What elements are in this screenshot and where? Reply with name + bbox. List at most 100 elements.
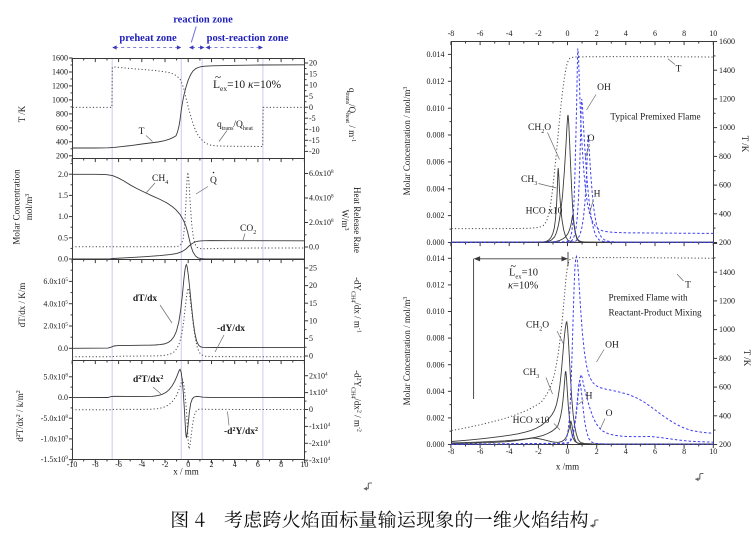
svg-text:200: 200 xyxy=(719,440,731,449)
svg-text:1000: 1000 xyxy=(719,123,735,132)
svg-text:0.002: 0.002 xyxy=(427,211,445,220)
svg-text:-20: -20 xyxy=(309,147,320,156)
svg-text:0.0: 0.0 xyxy=(58,344,68,353)
svg-text:1600: 1600 xyxy=(52,54,68,63)
svg-text:1000: 1000 xyxy=(719,325,735,334)
svg-text:0: 0 xyxy=(186,460,190,469)
svg-text:x / mm: x / mm xyxy=(173,467,199,477)
svg-text:1x104: 1x104 xyxy=(309,388,328,397)
svg-text:-5.0x108: -5.0x108 xyxy=(41,414,69,423)
svg-text:-6: -6 xyxy=(477,447,484,456)
svg-text:dT/dx: dT/dx xyxy=(133,294,158,304)
svg-text:6.0x108: 6.0x108 xyxy=(309,169,334,178)
svg-text:-10: -10 xyxy=(309,125,320,134)
svg-text:d2T/dx2: d2T/dx2 xyxy=(133,375,163,385)
svg-text:6: 6 xyxy=(256,460,260,469)
svg-text:T /K: T /K xyxy=(17,105,27,122)
svg-text:1600: 1600 xyxy=(719,37,735,46)
svg-text:25: 25 xyxy=(309,264,317,273)
svg-text:-dYCH4/dx / m-1: -dYCH4/dx / m-1 xyxy=(350,277,363,333)
svg-text:6.0x105: 6.0x105 xyxy=(43,277,68,286)
svg-text:-3x104: -3x104 xyxy=(309,456,331,465)
svg-text:5: 5 xyxy=(309,334,313,343)
svg-text:post-reaction zone: post-reaction zone xyxy=(207,33,289,44)
svg-text:1.0: 1.0 xyxy=(58,212,68,221)
svg-text:W/m3: W/m3 xyxy=(340,210,350,231)
svg-text:2: 2 xyxy=(595,447,599,456)
svg-text:1000: 1000 xyxy=(52,96,68,105)
svg-text:10: 10 xyxy=(709,29,717,38)
svg-text:1200: 1200 xyxy=(52,82,68,91)
svg-text:0.010: 0.010 xyxy=(427,307,445,316)
svg-text:2.0: 2.0 xyxy=(58,170,68,179)
svg-text:CH3: CH3 xyxy=(521,175,537,187)
svg-text:T /K: T /K xyxy=(740,136,750,153)
svg-text:T /K: T /K xyxy=(742,350,752,367)
svg-text:-10: -10 xyxy=(67,460,78,469)
svg-text:-d2YCH4/dx2 / m-2: -d2YCH4/dx2 / m-2 xyxy=(350,370,363,432)
svg-text:0.000: 0.000 xyxy=(427,440,445,449)
svg-text:mol/m3: mol/m3 xyxy=(24,194,34,221)
svg-text:-1.0x109: -1.0x109 xyxy=(41,434,69,443)
svg-text:-15: -15 xyxy=(309,136,320,145)
svg-text:O: O xyxy=(606,409,613,419)
svg-text:800: 800 xyxy=(719,354,731,363)
svg-text:5: 5 xyxy=(309,92,313,101)
svg-text:OH: OH xyxy=(605,341,619,351)
svg-text:10: 10 xyxy=(709,447,717,456)
svg-text:-2: -2 xyxy=(162,460,169,469)
svg-text:0.5: 0.5 xyxy=(58,233,68,242)
svg-text:-dY/dx: -dY/dx xyxy=(217,324,245,334)
svg-text:κ=10%: κ=10% xyxy=(508,281,538,292)
svg-text:0.0: 0.0 xyxy=(58,255,68,264)
svg-text:dT/dx / K/m: dT/dx / K/m xyxy=(17,283,27,328)
svg-text:15: 15 xyxy=(309,70,317,79)
svg-text:0.006: 0.006 xyxy=(427,158,445,167)
svg-text:preheat zone: preheat zone xyxy=(119,33,177,44)
svg-text:800: 800 xyxy=(719,152,731,161)
svg-text:2: 2 xyxy=(595,29,599,38)
svg-text:-5: -5 xyxy=(309,114,316,123)
svg-text:400: 400 xyxy=(56,137,68,146)
svg-text:6: 6 xyxy=(653,29,657,38)
svg-text:HCO x10: HCO x10 xyxy=(513,416,550,426)
svg-text:0: 0 xyxy=(309,405,313,414)
svg-text:-2: -2 xyxy=(535,447,542,456)
svg-text:0.0: 0.0 xyxy=(309,243,319,252)
svg-text:4.0x105: 4.0x105 xyxy=(43,299,68,308)
svg-text:reaction zone: reaction zone xyxy=(173,15,233,26)
svg-text:-d2Y/dx2: -d2Y/dx2 xyxy=(224,427,258,437)
svg-text:200: 200 xyxy=(719,238,731,247)
svg-text:Typical Premixed Flame: Typical Premixed Flame xyxy=(610,112,700,122)
svg-text:2: 2 xyxy=(210,460,214,469)
svg-text:800: 800 xyxy=(56,110,68,119)
svg-text:-1.5x109: -1.5x109 xyxy=(41,455,69,464)
svg-text:0.0: 0.0 xyxy=(58,393,68,402)
svg-text:1400: 1400 xyxy=(719,66,735,75)
svg-text:Lex=10 κ=10%: Lex=10 κ=10% xyxy=(213,79,282,93)
svg-text:0.010: 0.010 xyxy=(427,104,445,113)
svg-text:~: ~ xyxy=(511,262,517,273)
svg-text:6: 6 xyxy=(653,447,657,456)
svg-text:H: H xyxy=(586,392,593,402)
svg-text:5.0x108: 5.0x108 xyxy=(43,372,68,381)
svg-text:-6: -6 xyxy=(115,460,122,469)
svg-text:10: 10 xyxy=(309,316,317,325)
svg-text:2.0x108: 2.0x108 xyxy=(309,218,334,227)
svg-text:600: 600 xyxy=(719,383,731,392)
svg-text:~: ~ xyxy=(215,72,221,84)
svg-text:-8: -8 xyxy=(448,447,455,456)
svg-text:20: 20 xyxy=(309,281,317,290)
svg-text:20: 20 xyxy=(309,59,317,68)
svg-text:1.5: 1.5 xyxy=(58,191,68,200)
svg-text:CH3: CH3 xyxy=(523,368,539,380)
svg-text:0.006: 0.006 xyxy=(427,360,445,369)
svg-text:Heat Release Rate: Heat Release Rate xyxy=(352,187,362,253)
svg-text:8: 8 xyxy=(279,460,283,469)
svg-text:O: O xyxy=(588,134,595,144)
svg-text:400: 400 xyxy=(719,411,731,420)
svg-text:600: 600 xyxy=(719,181,731,190)
svg-text:2x104: 2x104 xyxy=(309,371,328,380)
svg-text:HCO x10: HCO x10 xyxy=(526,207,563,217)
svg-text:600: 600 xyxy=(56,124,68,133)
